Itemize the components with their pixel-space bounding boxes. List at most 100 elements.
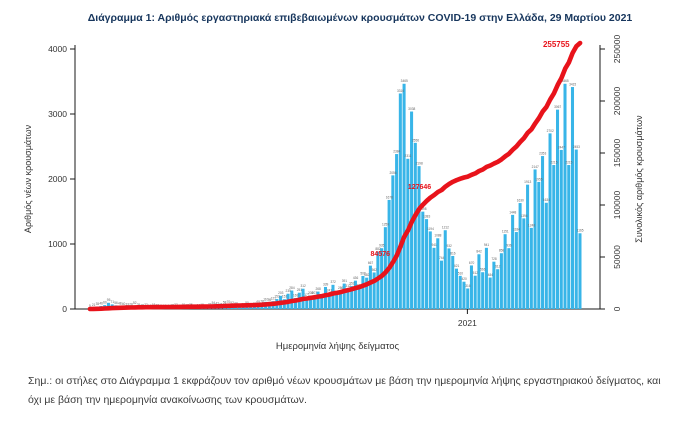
bar-value-label: 1212: [442, 226, 449, 230]
bar-value-label: 60: [103, 301, 107, 305]
daily-cases-bar: [357, 288, 361, 309]
bar-value-label: 1383: [423, 215, 430, 219]
bar-value-label: 3038: [408, 107, 415, 111]
bar-value-label: 95: [107, 298, 111, 302]
daily-cases-bar: [514, 232, 518, 309]
daily-cases-bar: [518, 203, 522, 309]
daily-cases-bar: [544, 202, 548, 309]
bar-value-label: 3415: [569, 82, 576, 86]
daily-cases-bar: [552, 165, 556, 309]
bar-value-label: 1194: [427, 227, 434, 231]
daily-cases-bar: [323, 286, 328, 309]
daily-cases-bar: [353, 280, 357, 309]
daily-cases-bar: [346, 288, 350, 309]
daily-cases-bar: [338, 290, 342, 309]
daily-cases-bar: [237, 307, 241, 309]
bar-value-label: 207: [312, 291, 318, 295]
bar-value-label: 842: [476, 250, 482, 254]
daily-cases-bar: [413, 142, 417, 309]
bar-value-label: 203: [278, 291, 284, 295]
bar-value-label: 316: [465, 284, 471, 288]
bar-value-label: 941: [432, 243, 438, 247]
bar-value-label: 670: [469, 261, 475, 265]
daily-cases-bar: [548, 133, 552, 309]
bar-value-label: 936: [506, 244, 512, 248]
bar-value-label: 1913: [524, 180, 531, 184]
daily-cases-bar: [428, 231, 432, 309]
bar-value-label: 35: [96, 302, 100, 306]
daily-cases-bar: [563, 83, 567, 309]
bar-value-label: 1448: [509, 210, 516, 214]
bar-value-label: 3067: [554, 105, 561, 109]
right-axis-title: Συνολικός αριθμός κρουσμάτων: [634, 115, 644, 243]
left-y-tick-label: 4000: [48, 44, 67, 54]
daily-cases-bar: [241, 306, 245, 309]
bar-value-label: 2447: [558, 145, 565, 149]
daily-cases-bar: [537, 181, 541, 309]
bar-value-label: 2056: [389, 171, 396, 175]
daily-cases-bar: [529, 227, 533, 309]
bar-value-label: 1955: [535, 177, 542, 181]
daily-cases-bar: [481, 272, 485, 309]
bar-value-label: 935: [379, 244, 385, 248]
bar-value-label: 667: [368, 261, 374, 265]
daily-cases-bar: [526, 184, 530, 309]
right-y-tick-label: 100000: [612, 191, 622, 220]
bar-value-label: 54: [212, 301, 216, 305]
daily-cases-bar: [249, 307, 253, 309]
daily-cases-bar: [559, 149, 563, 309]
daily-cases-bar: [447, 248, 451, 309]
left-axis-title: Αριθμός νέων κρουσμάτων: [23, 124, 33, 233]
daily-cases-bar: [350, 286, 354, 309]
daily-cases-bar: [574, 149, 578, 309]
bar-value-label: 235: [286, 289, 292, 293]
bar-value-label: 1259: [382, 223, 389, 227]
bar-value-label: 52: [230, 301, 234, 305]
bar-value-label: 312: [345, 284, 351, 288]
bar-value-label: 169: [293, 293, 299, 297]
daily-cases-bar: [477, 254, 481, 309]
bar-value-label: 2384: [393, 149, 400, 153]
daily-cases-bar: [372, 272, 376, 309]
bar-value-label: 121: [271, 297, 277, 301]
daily-cases-bar: [432, 247, 436, 309]
bar-value-label: 286: [338, 286, 344, 290]
bar-value-label: 1498: [419, 207, 426, 211]
bar-value-label: 208: [308, 291, 314, 295]
new-cases-bars: [88, 83, 582, 310]
bar-value-label: 43: [215, 302, 219, 306]
bar-value-label: 1088: [434, 234, 441, 238]
daily-cases-bar: [398, 93, 402, 310]
daily-cases-bar: [387, 199, 391, 309]
daily-cases-bar: [533, 169, 537, 309]
bar-value-label: 110: [263, 297, 268, 301]
cumulative-annotations: 84576 127646 255755: [371, 40, 571, 258]
bar-value-label: 744: [439, 256, 445, 260]
bar-value-label: 2702: [547, 129, 554, 133]
daily-cases-bar: [556, 109, 560, 309]
right-y-tick-label: 150000: [612, 139, 622, 168]
right-y-tick-label: 250000: [612, 35, 622, 64]
bar-value-label: 177: [304, 293, 310, 297]
daily-cases-bar: [365, 277, 369, 309]
daily-cases-bar: [391, 175, 395, 309]
daily-cases-bar: [522, 218, 526, 309]
bar-value-label: 510: [458, 271, 464, 275]
bar-value-label: 71: [111, 300, 115, 304]
bar-value-label: 241: [327, 289, 333, 293]
bar-value-label: 25: [137, 303, 141, 307]
bar-value-label: 372: [330, 280, 336, 284]
bar-value-label: 2147: [532, 165, 539, 169]
left-y-tick-label: 0: [62, 304, 67, 314]
daily-cases-bar: [320, 297, 324, 309]
daily-cases-bar: [305, 297, 309, 309]
bar-value-label: 1248: [528, 223, 535, 227]
bar-value-label: 58: [223, 301, 227, 305]
bar-value-label: 1165: [577, 229, 584, 233]
footnote: Σημ.: οι στήλες στο Διάγραμμα 1 εκφράζου…: [28, 375, 661, 407]
cumulative-annotation: 127646: [408, 184, 431, 191]
bar-value-label: 2215: [550, 160, 557, 164]
daily-cases-bar: [458, 275, 462, 309]
bar-value-label: 268: [315, 287, 321, 291]
